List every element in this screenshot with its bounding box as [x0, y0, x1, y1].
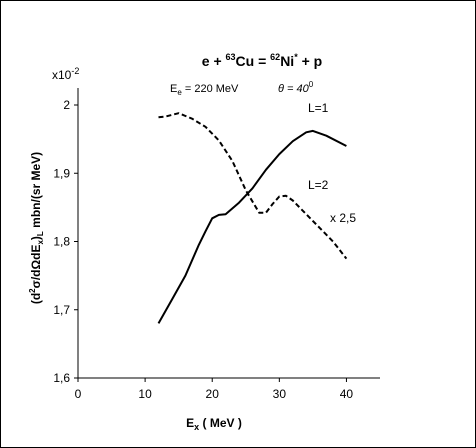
- chart-text: x10-2 e + 63Cu = 62Ni* + p Ee = 220 MeV θ =…: [28, 52, 356, 432]
- scattering-angle-label: θ = 400: [278, 80, 314, 95]
- y-tick-label: 1,7: [53, 303, 70, 317]
- y-tick-label: 2: [63, 98, 70, 112]
- x-axis-label: Ex ( MeV ): [186, 416, 242, 432]
- y-axis-multiplier: x10-2: [52, 66, 79, 82]
- y-tick-label: 1,6: [53, 371, 70, 385]
- axes: [74, 88, 380, 382]
- beam-energy-label: Ee = 220 MeV: [170, 83, 239, 97]
- y-tick-label: 1,9: [53, 166, 70, 180]
- y-axis-label: (d2σ/dΩdEx)L mbn/(sr MeV): [28, 152, 45, 304]
- series-line-2: [158, 112, 348, 260]
- x-tick-label: 10: [138, 387, 152, 401]
- y-tick-label: 1,8: [53, 235, 70, 249]
- series-scale-note: x 2,5: [330, 211, 356, 225]
- series-label-L2: L=2: [308, 178, 329, 192]
- series-lines: [157, 112, 348, 324]
- x-tick-label: 20: [206, 387, 220, 401]
- x-tick-label: 0: [75, 387, 82, 401]
- tick-labels: 1,61,71,81,920 10 20 30 40: [53, 98, 353, 401]
- x-tick-label: 30: [273, 387, 287, 401]
- x-tick-label: 40: [340, 387, 354, 401]
- series-line-1: [157, 129, 347, 324]
- chart-title: e + 63Cu = 62Ni* + p: [202, 52, 322, 69]
- series-label-L1: L=1: [308, 101, 329, 115]
